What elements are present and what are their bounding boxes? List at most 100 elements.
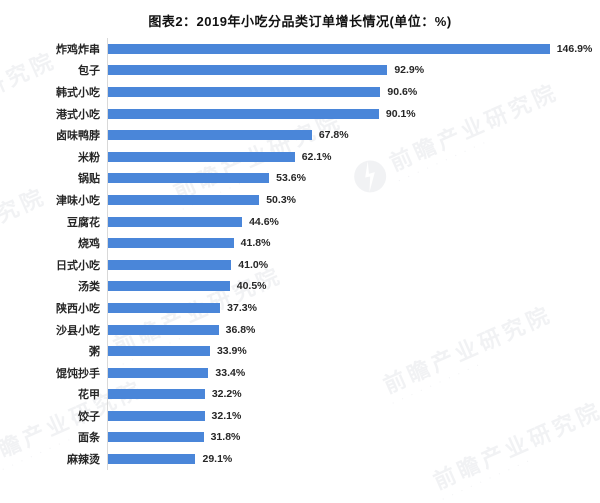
chart-title: 图表2：2019年小吃分品类订单增长情况(单位：%) <box>148 14 452 29</box>
bar-row: 炸鸡炸串 146.9% <box>4 38 596 60</box>
category-label: 麻辣烫 <box>67 454 100 467</box>
value-label: 41.8% <box>240 237 271 250</box>
bar-track: 90.6% <box>107 81 596 103</box>
bar-track: 32.2% <box>107 383 596 406</box>
category-label: 米粉 <box>78 151 100 164</box>
bar <box>108 389 205 400</box>
category-label: 日式小吃 <box>56 259 100 272</box>
bar-row: 面条 31.8% <box>4 426 596 449</box>
bar-track: 33.9% <box>107 340 596 362</box>
bar-row: 烧鸡 41.8% <box>4 232 596 254</box>
value-label: 90.1% <box>385 107 416 120</box>
bar-row: 锅贴 53.6% <box>4 167 596 190</box>
bar <box>108 324 219 335</box>
bar-row: 豆腐花 44.6% <box>4 210 596 233</box>
bar <box>108 65 388 76</box>
category-label: 卤味鸭脖 <box>56 130 100 143</box>
value-label: 33.4% <box>215 366 246 379</box>
bar <box>108 346 210 357</box>
bar <box>108 173 270 184</box>
value-label: 62.1% <box>301 150 332 163</box>
category-label: 炸鸡炸串 <box>56 43 100 56</box>
bar-track: 33.4% <box>107 361 596 384</box>
bar-row: 粥 33.9% <box>4 340 596 362</box>
value-label: 50.3% <box>266 193 296 206</box>
bar-track: 146.9% <box>107 38 596 60</box>
bar-row: 馄饨抄手 33.4% <box>4 361 596 384</box>
category-label: 汤类 <box>78 281 100 294</box>
value-label: 44.6% <box>249 215 279 228</box>
bar <box>108 216 243 227</box>
bar-row: 津味小吃 50.3% <box>4 189 596 211</box>
bar-track: 53.6% <box>107 167 596 190</box>
value-label: 31.8% <box>210 431 241 444</box>
value-label: 37.3% <box>227 301 257 314</box>
bar-row: 汤类 40.5% <box>4 275 596 298</box>
category-label: 沙县小吃 <box>56 324 100 337</box>
bar <box>108 302 221 313</box>
category-label: 烧鸡 <box>78 238 100 251</box>
value-label: 146.9% <box>556 42 593 55</box>
bar-row: 韩式小吃 90.6% <box>4 81 596 103</box>
value-label: 36.8% <box>225 323 256 336</box>
bar <box>108 108 379 119</box>
bar-row: 陕西小吃 37.3% <box>4 297 596 319</box>
category-label: 港式小吃 <box>56 108 100 121</box>
category-label: 花甲 <box>78 389 100 402</box>
bar <box>108 43 550 54</box>
category-label: 包子 <box>78 65 100 78</box>
bar <box>108 151 295 162</box>
bar-track: 31.8% <box>107 426 596 449</box>
bar <box>108 454 196 465</box>
category-label: 陕西小吃 <box>56 302 100 315</box>
bar-track: 67.8% <box>107 124 596 146</box>
bar <box>108 281 230 292</box>
bar <box>108 410 205 421</box>
bar-track: 32.1% <box>107 405 596 427</box>
category-label: 面条 <box>78 432 100 445</box>
category-label: 馄饨抄手 <box>56 367 100 380</box>
value-label: 40.5% <box>236 280 267 293</box>
value-label: 33.9% <box>216 345 247 358</box>
category-label: 粥 <box>89 346 100 359</box>
category-label: 饺子 <box>78 410 100 423</box>
bar-track: 41.0% <box>107 253 596 276</box>
value-label: 32.1% <box>211 409 242 422</box>
bar <box>108 130 312 141</box>
bar-track: 37.3% <box>107 297 596 319</box>
bar-row: 日式小吃 41.0% <box>4 253 596 276</box>
value-label: 90.6% <box>387 85 418 98</box>
bar-row: 港式小吃 90.1% <box>4 102 596 125</box>
bar <box>108 194 260 205</box>
bar-row: 花甲 32.2% <box>4 383 596 406</box>
bar <box>108 259 232 270</box>
bar <box>108 86 381 97</box>
bar-track: 90.1% <box>107 102 596 125</box>
bar-row: 米粉 62.1% <box>4 145 596 168</box>
bar-row: 卤味鸭脖 67.8% <box>4 124 596 146</box>
bar-row: 饺子 32.1% <box>4 405 596 427</box>
bar-row: 包子 92.9% <box>4 59 596 82</box>
value-label: 53.6% <box>276 172 306 185</box>
bar-track: 41.8% <box>107 232 596 254</box>
bar-track: 62.1% <box>107 145 596 168</box>
category-label: 韩式小吃 <box>56 86 100 99</box>
bar-track: 40.5% <box>107 275 596 298</box>
chart-rows: 炸鸡炸串 146.9% 包子 92.9% 韩式小吃 90.6% 港式小吃 90.1% 卤味鸭脖 6… <box>4 38 596 470</box>
category-label: 锅贴 <box>78 173 100 186</box>
value-label: 67.8% <box>318 129 349 142</box>
bar-track: 36.8% <box>107 318 596 341</box>
bar <box>108 367 209 378</box>
value-label: 32.2% <box>211 388 242 401</box>
value-label: 41.0% <box>238 258 269 271</box>
bar-row: 麻辣烫 29.1% <box>4 448 596 470</box>
bar <box>108 432 204 443</box>
category-label: 豆腐花 <box>67 216 100 229</box>
bar <box>108 238 234 249</box>
category-label: 津味小吃 <box>56 194 100 207</box>
bar-chart: 炸鸡炸串 146.9% 包子 92.9% 韩式小吃 90.6% 港式小吃 90.1% 卤味鸭脖 6… <box>4 38 596 470</box>
bar-track: 29.1% <box>107 448 596 470</box>
bar-row: 沙县小吃 36.8% <box>4 318 596 341</box>
bar-track: 44.6% <box>107 210 596 233</box>
value-label: 29.1% <box>202 453 233 466</box>
